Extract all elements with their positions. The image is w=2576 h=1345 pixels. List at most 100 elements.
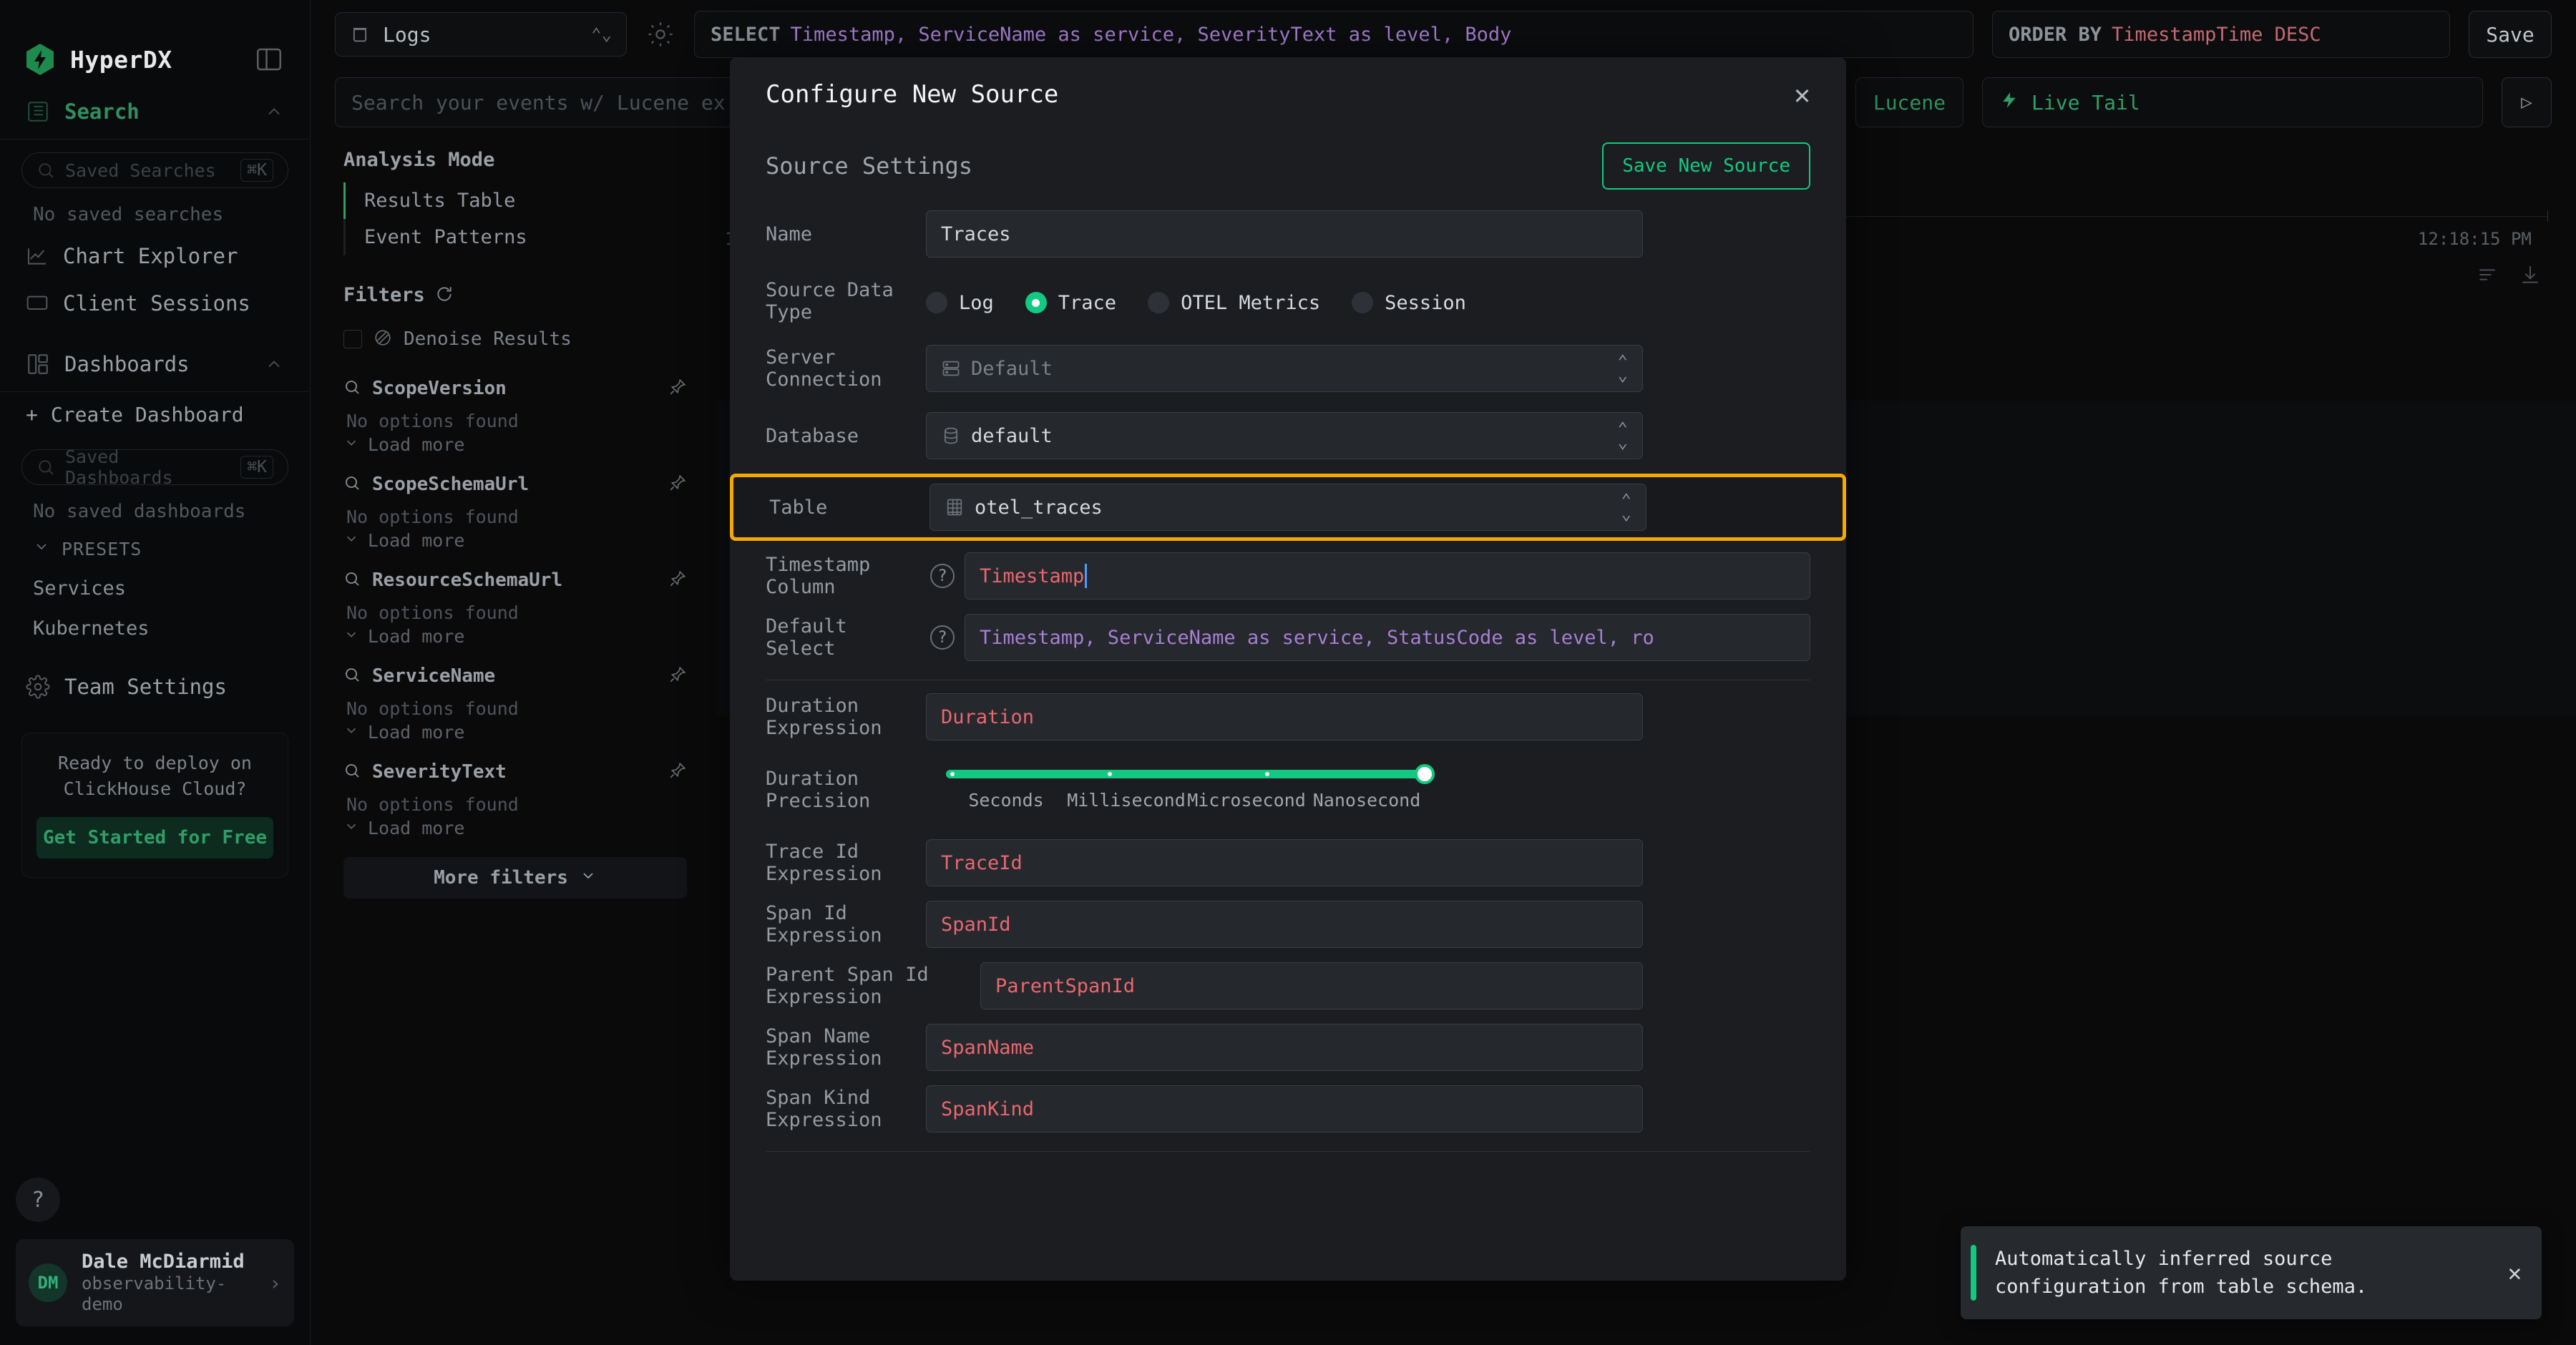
pin-icon[interactable] [668, 474, 687, 495]
server-connection-label: Server Connection [766, 346, 882, 391]
filter-load-more[interactable]: Load more [343, 722, 687, 743]
saved-searches-input[interactable]: Saved Searches ⌘K [21, 152, 288, 188]
timestamp-column-control: Timestamp [955, 552, 1846, 600]
help-icon[interactable]: ? [930, 564, 955, 588]
sidebar-section-team-settings[interactable]: Team Settings [0, 660, 310, 714]
pin-icon[interactable] [668, 569, 687, 591]
download-icon[interactable] [2519, 263, 2542, 289]
saved-searches-placeholder: Saved Searches [65, 160, 216, 181]
filter-load-more[interactable]: Load more [343, 626, 687, 647]
radio-label-otel-metrics: OTEL Metrics [1181, 291, 1321, 314]
field-row-database: Database default ⌃ ⌄ [730, 402, 1846, 469]
live-tail-button[interactable]: Live Tail [1982, 77, 2483, 127]
divider [0, 391, 310, 392]
close-icon[interactable]: ✕ [2507, 1258, 2522, 1286]
filter-group-name: ServiceName [372, 665, 496, 687]
table-select[interactable]: otel_traces ⌃ ⌄ [930, 484, 1646, 531]
radio-dot [1352, 292, 1374, 313]
filter-group-name: ScopeVersion [372, 378, 507, 399]
search-icon [343, 666, 361, 686]
trace-id-expression-input[interactable]: TraceId [926, 839, 1643, 886]
denoise-results-checkbox[interactable]: Denoise Results [343, 319, 687, 359]
filter-group-header[interactable]: ScopeVersion [343, 371, 687, 406]
timestamp-column-input[interactable]: Timestamp [965, 552, 1810, 600]
column-settings-icon[interactable] [2476, 263, 2499, 289]
help-button[interactable]: ? [16, 1178, 60, 1223]
span-name-expression-input[interactable]: SpanName [926, 1024, 1643, 1071]
database-select[interactable]: default ⌃ ⌄ [926, 412, 1643, 459]
pin-icon[interactable] [668, 378, 687, 399]
name-input[interactable]: Traces [926, 210, 1643, 258]
sidebar-section-dashboards[interactable]: Dashboards [0, 337, 310, 391]
filter-group-header[interactable]: ScopeSchemaUrl [343, 466, 687, 502]
filter-group-header[interactable]: SeverityText [343, 754, 687, 790]
database-icon [941, 426, 961, 446]
radio-option-log[interactable]: Log [926, 292, 994, 314]
pin-icon[interactable] [668, 665, 687, 687]
span-id-expression-input[interactable]: SpanId [926, 901, 1643, 948]
help-icon[interactable]: ? [930, 625, 955, 650]
save-button[interactable]: Save [2469, 11, 2552, 58]
duration-expression-label: Duration Expression [766, 695, 882, 739]
analysis-mode-results-table[interactable]: Results Table [364, 190, 516, 212]
toast-notification: Automatically inferred source configurat… [1961, 1226, 2542, 1319]
span-kind-expression-input[interactable]: SpanKind [926, 1085, 1643, 1133]
server-connection-select[interactable]: Default ⌃ ⌄ [926, 345, 1643, 392]
default-select-value: Timestamp, ServiceName as service, Statu… [980, 626, 1654, 649]
slider-tick [1265, 771, 1269, 776]
sidebar-item-client-sessions[interactable]: Client Sessions [0, 280, 310, 327]
get-started-free-button[interactable]: Get Started for Free [36, 816, 273, 859]
sidebar-section-search[interactable]: Search [0, 84, 310, 139]
parent-span-id-expression-label: Parent Span Id Expression [766, 964, 929, 1008]
filter-load-more[interactable]: Load more [343, 434, 687, 455]
user-org: observability-demo [82, 1273, 227, 1315]
sidebar-item-services[interactable]: Services [33, 577, 127, 600]
clickhouse-cloud-promo: Ready to deploy on ClickHouse Cloud? Get… [21, 733, 288, 878]
user-account-card[interactable]: DM Dale McDiarmid observability-demo › [16, 1239, 294, 1326]
orderby-query-editor[interactable]: ORDER BY TimestampTime DESC [1992, 11, 2450, 58]
refresh-filters-icon[interactable] [435, 285, 454, 306]
timestamp-column-value: Timestamp [980, 564, 1085, 587]
filter-group-name: ResourceSchemaUrl [372, 569, 563, 591]
radio-option-otel-metrics[interactable]: OTEL Metrics [1148, 292, 1320, 314]
duration-precision-slider[interactable]: Seconds Millisecond Microsecond Nanoseco… [946, 763, 1435, 811]
parent-span-id-expression-control: ParentSpanId [980, 962, 1846, 1009]
source-select[interactable]: Logs ⌃⌄ [335, 12, 627, 57]
sidebar-item-kubernetes[interactable]: Kubernetes [33, 617, 150, 640]
radio-option-trace[interactable]: Trace [1025, 292, 1116, 314]
filter-load-more[interactable]: Load more [343, 818, 687, 838]
source-data-type-control: Log Trace OTEL Metrics Session [926, 289, 1846, 314]
source-settings-header: Source Settings Save New Source [730, 132, 1846, 200]
sidebar-item-chart-explorer[interactable]: Chart Explorer [0, 233, 310, 280]
close-icon[interactable]: ✕ [1794, 79, 1810, 110]
filter-load-more[interactable]: Load more [343, 530, 687, 551]
parent-span-id-expression-input[interactable]: ParentSpanId [980, 962, 1643, 1009]
select-query-editor[interactable]: SELECT Timestamp, ServiceName as service… [694, 11, 1974, 58]
default-select-input[interactable]: Timestamp, ServiceName as service, Statu… [965, 614, 1810, 661]
slider-thumb[interactable] [1415, 763, 1435, 784]
radio-option-session[interactable]: Session [1352, 292, 1466, 314]
duration-expression-input[interactable]: Duration [926, 693, 1643, 740]
save-new-source-button[interactable]: Save New Source [1602, 142, 1810, 190]
search-section-icon [26, 99, 50, 124]
analysis-mode-event-patterns[interactable]: Event Patterns [364, 226, 527, 248]
lucene-mode-button[interactable]: Lucene [1855, 77, 1963, 127]
monitor-icon [26, 292, 49, 315]
pin-icon[interactable] [668, 761, 687, 783]
filter-no-options: No options found [346, 794, 519, 815]
filter-group-header[interactable]: ResourceSchemaUrl [343, 562, 687, 598]
filter-group: ScopeSchemaUrl No options found Load mor… [343, 466, 687, 551]
name-input-value: Traces [941, 222, 1011, 245]
run-query-button[interactable]: ▷ [2502, 77, 2552, 127]
presets-toggle[interactable]: PRESETS [0, 529, 310, 568]
filter-group-header[interactable]: ServiceName [343, 658, 687, 694]
span-name-expression-control: SpanName [926, 1024, 1846, 1071]
more-filters-button[interactable]: More filters [343, 857, 687, 899]
slider-label-millisecond: Millisecond [1067, 789, 1186, 811]
sidebar-spacer [0, 878, 310, 1178]
create-dashboard-button[interactable]: + Create Dashboard [0, 392, 310, 436]
toggle-sidebar-icon[interactable] [254, 44, 284, 74]
saved-dashboards-input[interactable]: Saved Dashboards ⌘K [21, 446, 288, 488]
field-row-default-select: Default Select ? Timestamp, ServiceName … [730, 607, 1846, 668]
source-settings-gear-icon[interactable] [645, 19, 675, 49]
